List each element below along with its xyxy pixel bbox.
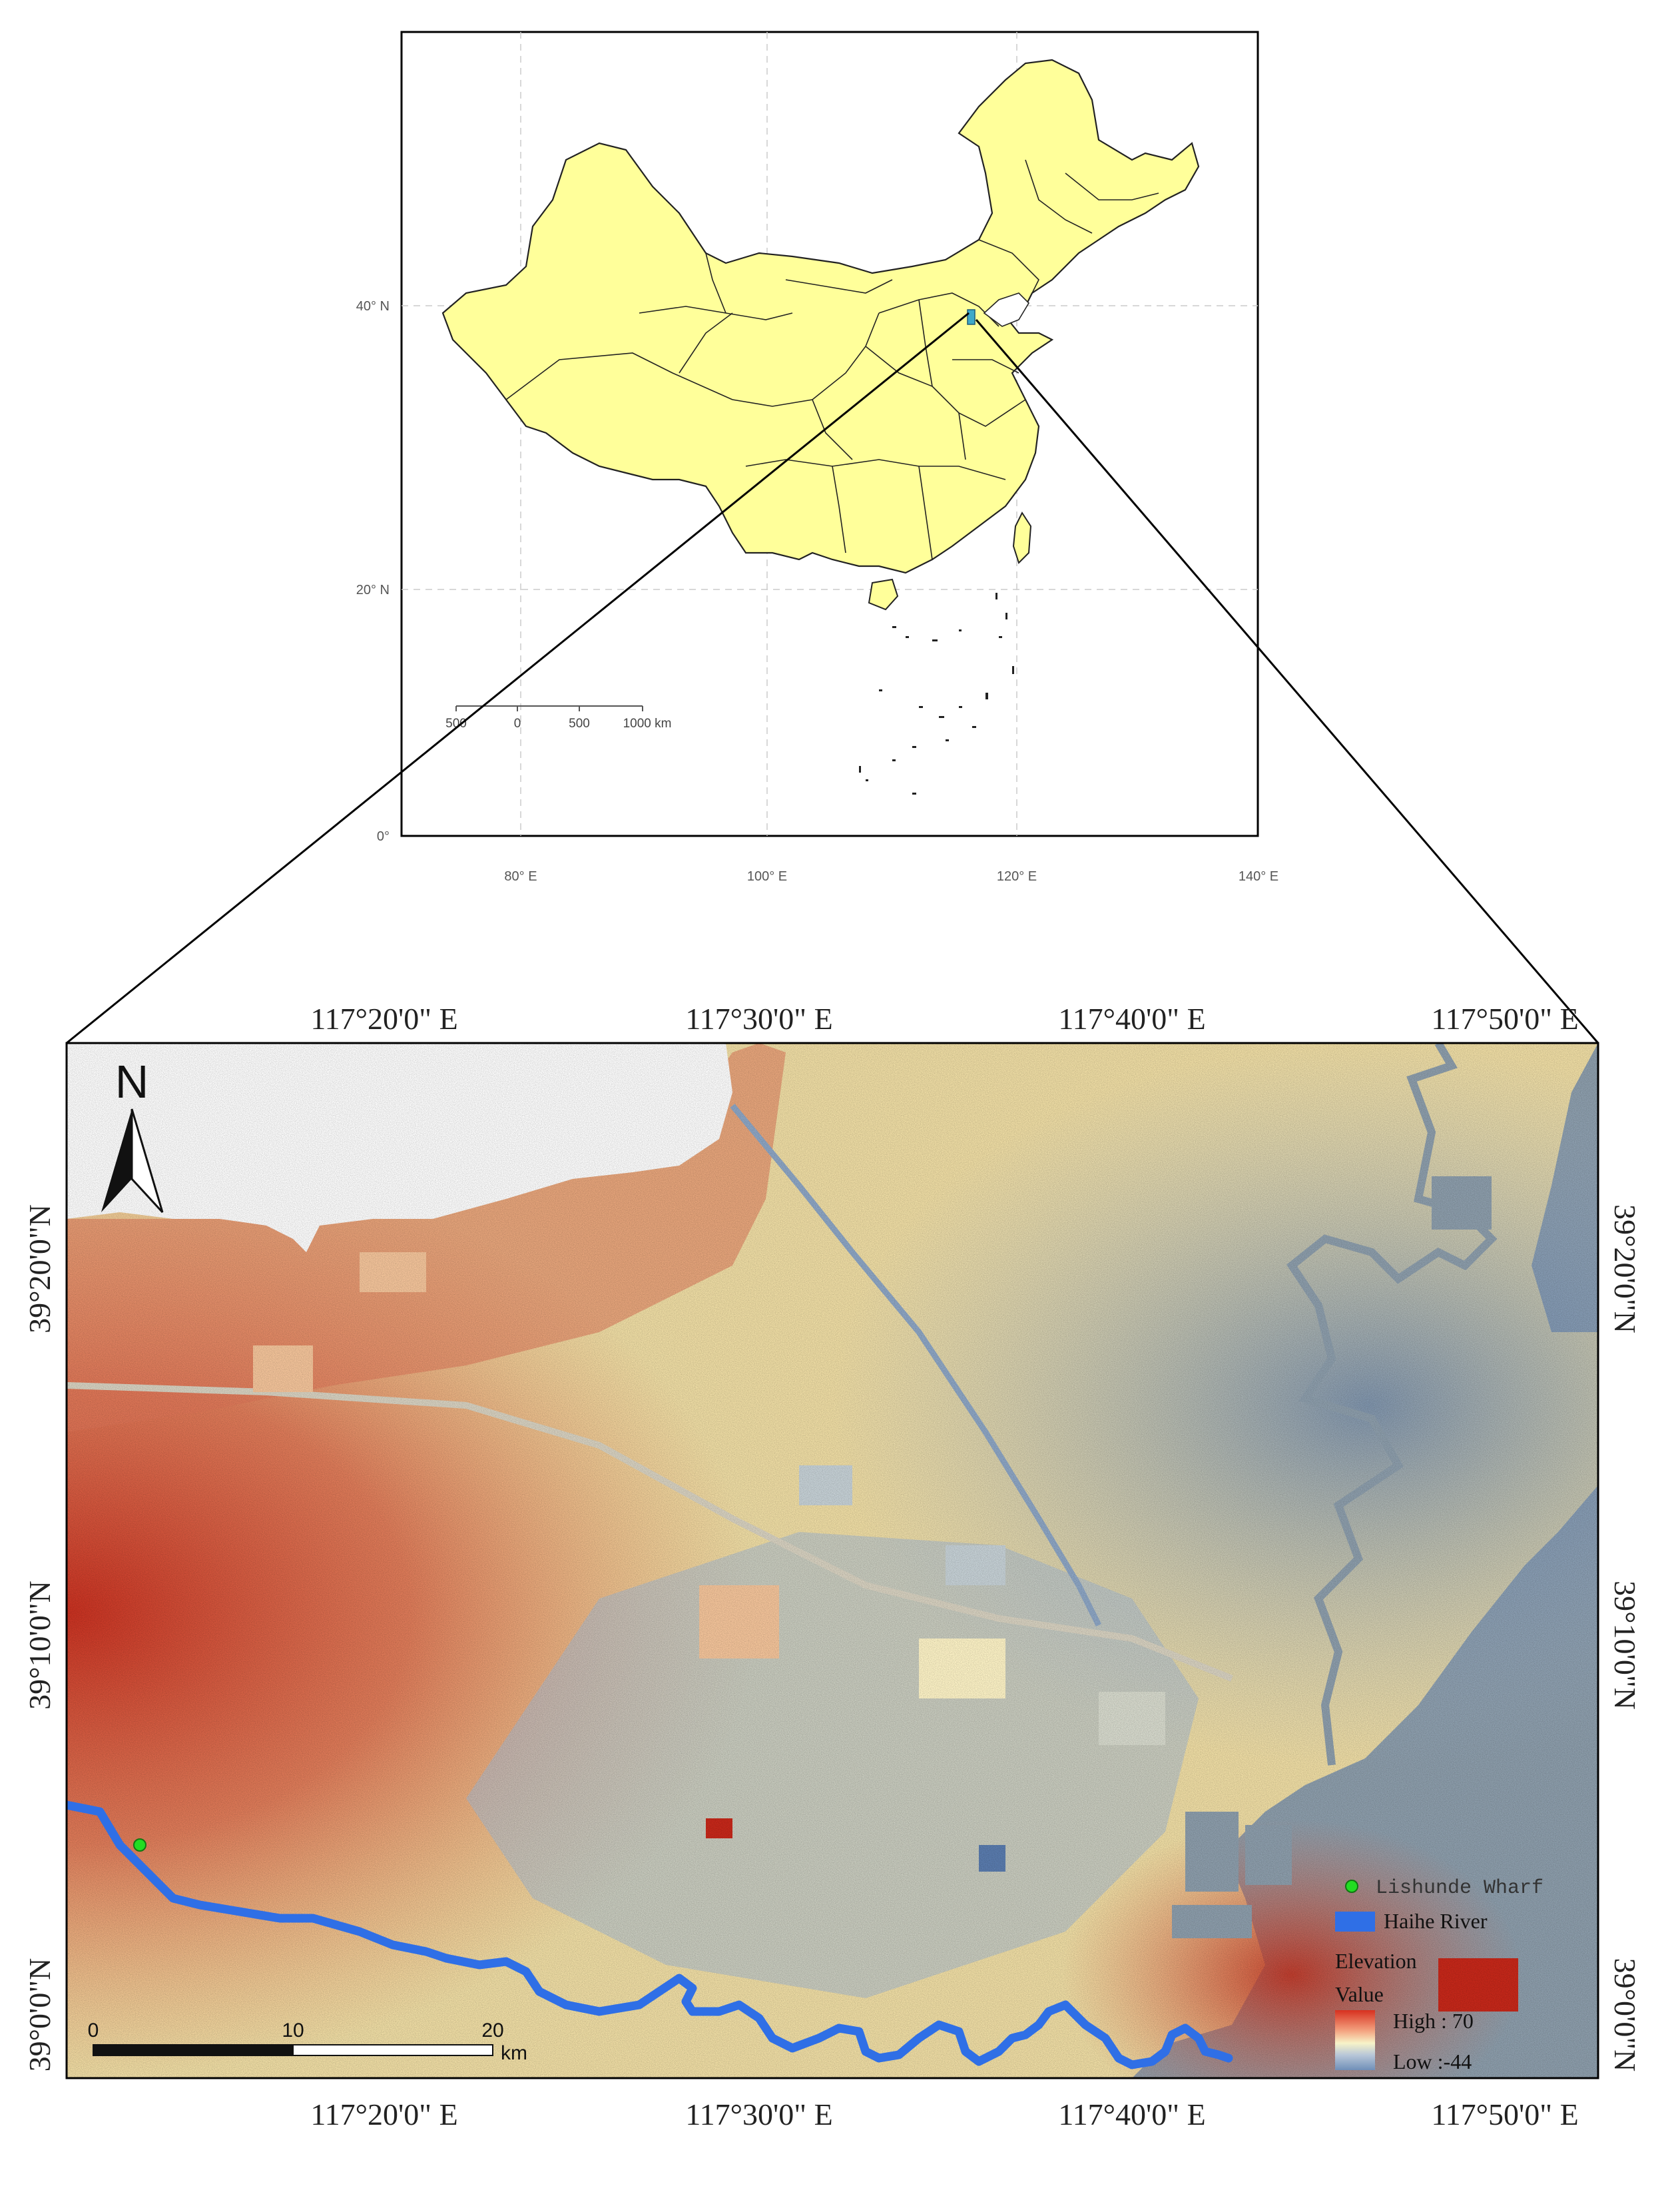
inset-lat-labels: 40° N 20° N 0° — [356, 299, 390, 844]
elevation-texture — [67, 1043, 1598, 2078]
south-sea-islands — [859, 593, 1014, 795]
legend-low-label: Low :-44 — [1393, 2049, 1472, 2073]
legend-wharf-symbol — [1345, 1880, 1358, 1893]
lat-label-left: 39°10'0"N — [23, 1581, 57, 1710]
tianjin-highlight-marker — [967, 309, 976, 325]
scale-label: 0 — [88, 2019, 99, 2041]
lat-label-right: 39°20'0"N — [1608, 1204, 1642, 1333]
lishunde-wharf-marker — [133, 1838, 146, 1852]
legend-elevation-ramp — [1335, 2010, 1375, 2070]
inset-scale-label: 1000 km — [623, 717, 672, 731]
lat-label-left: 39°0'0"N — [23, 1958, 57, 2072]
legend-high-label: High : 70 — [1393, 2009, 1474, 2033]
inset-map: 40° N 20° N 0° 80° E 100° E 120° E 140° … — [356, 31, 1278, 884]
inset-scale-label: 0 — [514, 717, 521, 731]
lat-label-right: 39°10'0"N — [1608, 1581, 1642, 1710]
lon-label-bottom: 117°50'0" E — [1431, 2097, 1578, 2131]
north-arrow-icon: N — [101, 1056, 164, 1214]
legend-river-symbol — [1335, 1912, 1375, 1932]
lon-label-top: 117°50'0" E — [1431, 1002, 1578, 1036]
inset-lat-label: 20° N — [356, 583, 390, 597]
scale-label: 10 — [282, 2019, 304, 2041]
bohai-bay — [983, 292, 1030, 327]
lat-label-right: 39°0'0"N — [1608, 1958, 1642, 2072]
china-landmass — [441, 59, 1200, 574]
lon-label-top: 117°30'0" E — [685, 1002, 832, 1036]
lon-label-bottom: 117°40'0" E — [1058, 2097, 1205, 2131]
taiwan-island — [1012, 511, 1032, 564]
lon-label-top: 117°20'0" E — [310, 1002, 457, 1036]
bottom-lon-labels: 117°20'0" E 117°30'0" E 117°40'0" E 117°… — [310, 2097, 1578, 2131]
right-lat-labels: 39°20'0"N 39°10'0"N 39°0'0"N — [1608, 1204, 1642, 2071]
inset-scale-label: 500 — [569, 717, 590, 731]
north-arrow-letter: N — [115, 1056, 149, 1108]
main-scale-bar: 0 10 20 km — [88, 2019, 527, 2064]
legend-elevation-subtitle: Value — [1335, 1982, 1384, 2006]
zoom-connector-lines — [66, 312, 1599, 1044]
inset-lon-label: 140° E — [1239, 869, 1278, 884]
lon-label-bottom: 117°30'0" E — [685, 2097, 832, 2131]
inset-lon-label: 100° E — [747, 869, 787, 884]
left-lat-labels: 39°20'0"N 39°10'0"N 39°0'0"N — [23, 1204, 57, 2071]
inset-lon-labels: 80° E 100° E 120° E 140° E — [504, 869, 1278, 884]
inset-lat-label: 0° — [377, 829, 390, 844]
scale-unit: km — [501, 2042, 527, 2064]
inset-scale-bar: 500 0 500 1000 km — [445, 705, 672, 731]
scale-label: 20 — [481, 2019, 503, 2041]
lat-label-left: 39°20'0"N — [23, 1204, 57, 1333]
legend-elevation-title: Elevation — [1335, 1949, 1417, 1973]
inset-lon-label: 120° E — [997, 869, 1037, 884]
main-map: N 0 10 20 km Lishunde Wharf Haihe River … — [23, 1002, 1642, 2131]
map-legend: Lishunde Wharf Haihe River Elevation Val… — [1335, 1877, 1543, 2073]
haihe-river — [67, 1800, 1233, 2069]
legend-wharf-label: Lishunde Wharf — [1376, 1877, 1543, 1900]
lon-label-bottom: 117°20'0" E — [310, 2097, 457, 2131]
inset-lat-label: 40° N — [356, 299, 390, 314]
legend-river-label: Haihe River — [1384, 1909, 1488, 1933]
top-lon-labels: 117°20'0" E 117°30'0" E 117°40'0" E 117°… — [310, 1002, 1578, 1036]
hainan-island — [868, 578, 899, 611]
inset-lon-label: 80° E — [504, 869, 537, 884]
main-map-frame — [65, 1042, 1599, 2079]
lon-label-top: 117°40'0" E — [1058, 1002, 1205, 1036]
inset-scale-label: 500 — [445, 717, 467, 731]
